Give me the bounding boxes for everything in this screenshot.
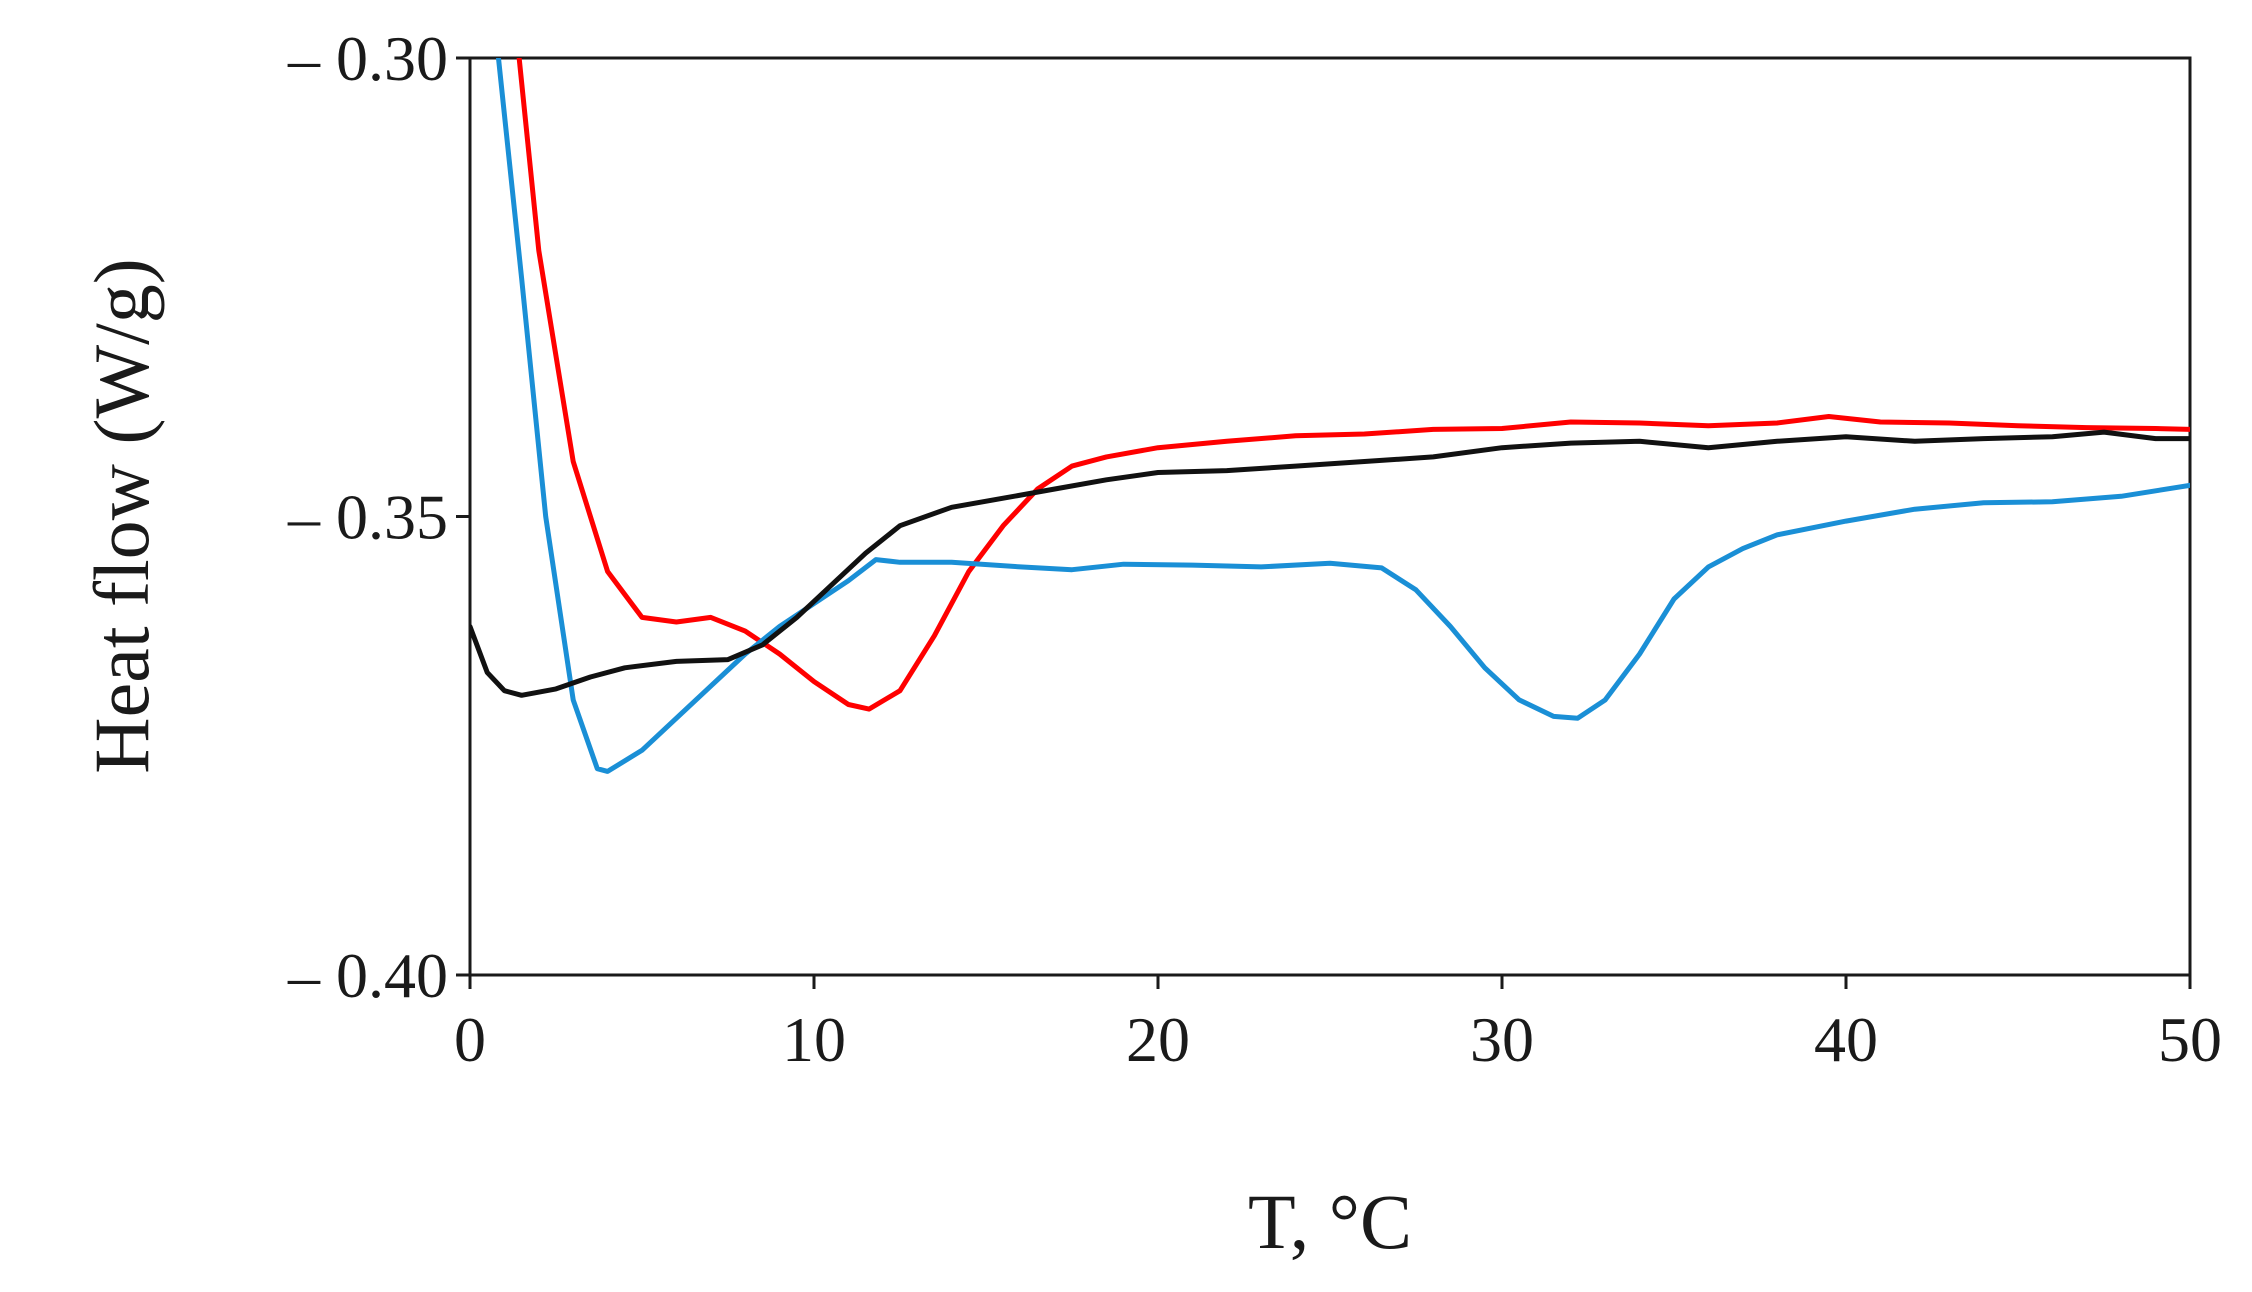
series-layer (470, 58, 2190, 774)
x-axis-tick-labels: 0 10 20 30 40 50 (454, 1004, 2222, 1075)
y-tick-label-2: – 0.40 (287, 940, 448, 1011)
y-axis-label: Heat flow (W/g) (78, 258, 165, 773)
x-tick-label-4: 40 (1814, 1004, 1878, 1075)
plot-frame (468, 56, 2192, 977)
series-line-red (516, 58, 2190, 712)
y-axis-ticks (456, 56, 470, 977)
series-line-black (470, 429, 2190, 698)
y-tick-label-1: – 0.35 (287, 482, 448, 553)
x-tick-label-1: 10 (782, 1004, 846, 1075)
x-tick-label-2: 20 (1126, 1004, 1190, 1075)
x-tick-label-3: 30 (1470, 1004, 1534, 1075)
x-axis-ticks (468, 975, 2192, 989)
x-tick-label-5: 50 (2158, 1004, 2222, 1075)
series-line-blue (495, 58, 2190, 774)
y-tick-label-0: – 0.30 (287, 23, 448, 94)
y-axis-tick-labels: – 0.30 – 0.35 – 0.40 (287, 23, 448, 1011)
x-tick-label-0: 0 (454, 1004, 486, 1075)
x-axis-label: T, °C (1248, 1178, 1412, 1265)
